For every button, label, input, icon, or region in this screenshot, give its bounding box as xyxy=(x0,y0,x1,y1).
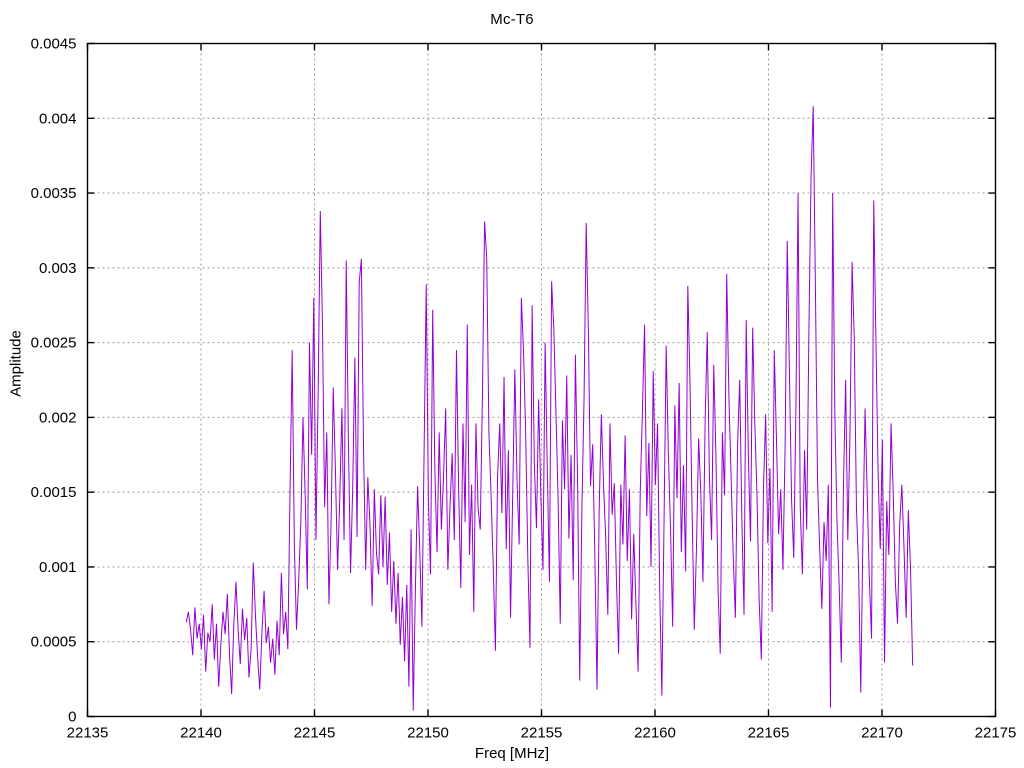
x-tick-label: 22160 xyxy=(634,725,676,742)
plot-border xyxy=(86,42,997,718)
y-tick-label: 0.0005 xyxy=(31,634,77,651)
chart-title: Mc-T6 xyxy=(490,11,534,28)
y-tick-label: 0.0015 xyxy=(31,484,77,501)
y-tick-label: 0.0025 xyxy=(31,335,77,352)
data-series-line xyxy=(185,106,914,711)
y-tick-label: 0.004 xyxy=(39,110,77,127)
x-tick-label: 22150 xyxy=(407,725,449,742)
y-tick-label: 0.0045 xyxy=(31,36,77,53)
y-tick-label: 0.0035 xyxy=(31,185,77,202)
x-tick-label: 22175 xyxy=(975,725,1017,742)
x-tick-label: 22155 xyxy=(521,725,563,742)
x-tick-label: 22145 xyxy=(294,725,336,742)
x-tick-label: 22135 xyxy=(67,725,109,742)
axis-tick-labels: 22135 22140 22145 22150 22155 22160 22165 22170… xyxy=(31,36,1017,742)
x-tick-label: 22170 xyxy=(861,725,903,742)
x-tick-label: 22140 xyxy=(180,725,222,742)
x-axis-label: Freq [MHz] xyxy=(474,745,550,762)
y-tick-label: 0.002 xyxy=(39,409,77,426)
y-tick-label: 0.001 xyxy=(39,559,77,576)
y-tick-label: 0 xyxy=(68,709,76,726)
gridlines xyxy=(87,43,996,717)
x-tick-label: 22165 xyxy=(748,725,790,742)
y-tick-label: 0.003 xyxy=(39,260,77,277)
